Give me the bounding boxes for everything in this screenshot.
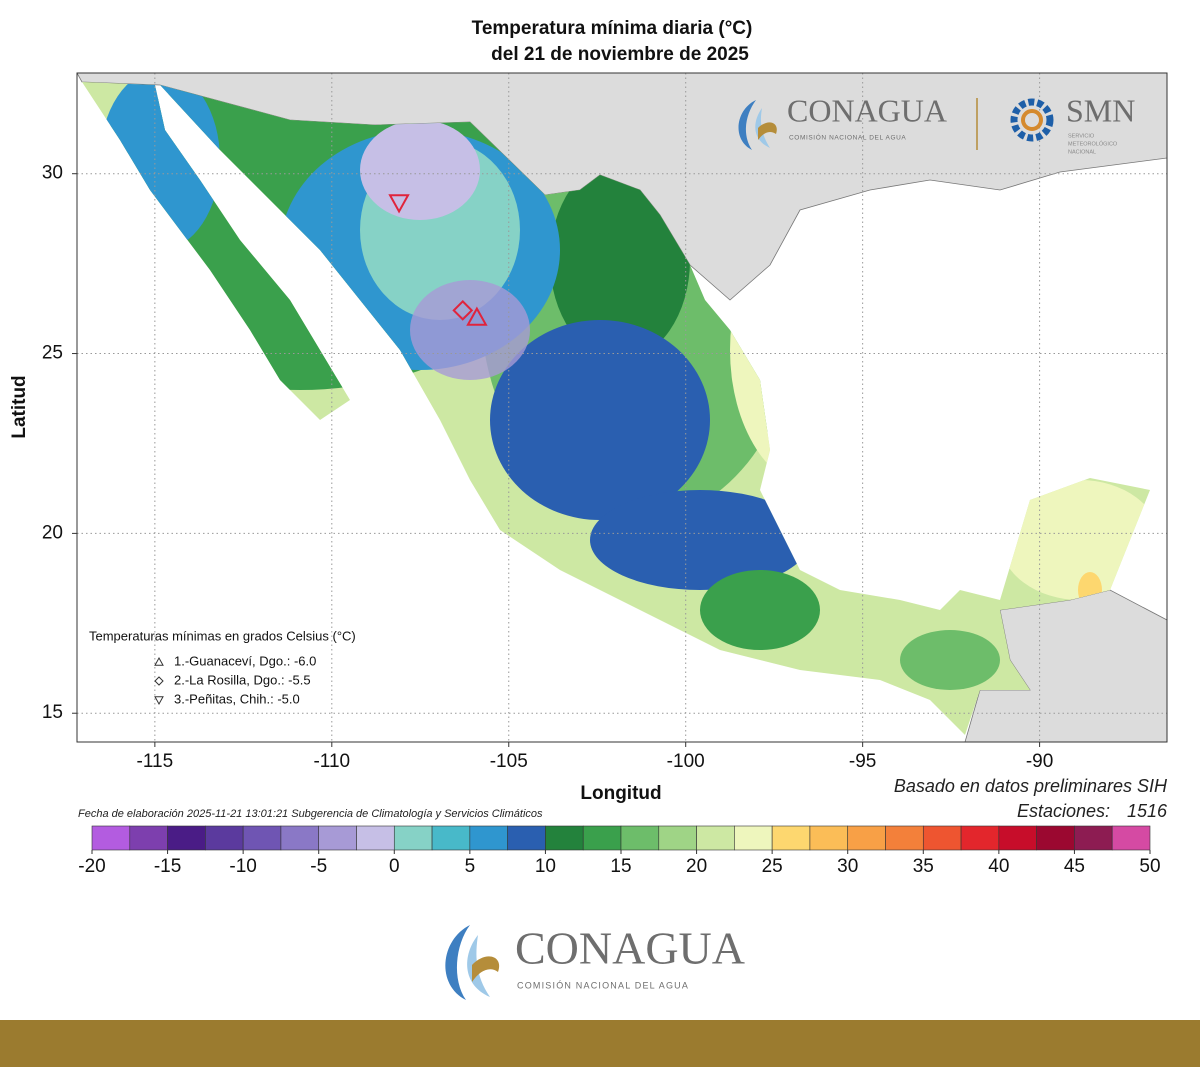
- colorbar-tick-label: 40: [988, 856, 1009, 877]
- stations-count: 1516: [1127, 801, 1168, 821]
- stations: [388, 194, 488, 326]
- colorbar-tick-label: -15: [154, 856, 181, 877]
- colorbar-swatch: [167, 825, 206, 851]
- y-tick-label: 15: [42, 702, 63, 723]
- colorbar-swatch: [734, 825, 773, 851]
- stations-label: Estaciones:: [1017, 801, 1110, 821]
- colorbar-tick-label: 35: [913, 856, 934, 877]
- logo-header: CONAGUA COMISIÓN NACIONAL DEL AGUA SMN S…: [738, 92, 1135, 155]
- station-marker: [466, 306, 488, 326]
- colorbar: -20 -15 -10 -5 0 5 10 15 20 25 30 35 40 45 50: [78, 825, 1161, 877]
- colorbar-swatch: [507, 825, 546, 851]
- legend-marker: [154, 656, 164, 666]
- colorbar-tick-label: 30: [837, 856, 858, 877]
- y-tick-label: 25: [42, 343, 63, 364]
- colorbar-swatch: [658, 825, 697, 851]
- colorbar-swatch: [393, 825, 433, 851]
- colorbar-swatch: [129, 825, 168, 851]
- colorbar-swatch: [582, 825, 622, 851]
- legend-entry: 1.-Guanaceví, Dgo.: -6.0: [174, 653, 316, 668]
- logo-smn-sub: SERVICIO: [1068, 133, 1095, 139]
- legend-entry: 2.-La Rosilla, Dgo.: -5.5: [174, 672, 311, 687]
- colorbar-swatch: [545, 825, 584, 851]
- map-frame: [76, 72, 1168, 743]
- y-tick-label: 30: [42, 163, 63, 184]
- footer-logo: CONAGUA: [515, 923, 745, 974]
- x-tick-label: -100: [667, 751, 705, 772]
- logo-footer: CONAGUA COMISIÓN NACIONAL DEL AGUA: [445, 923, 745, 1000]
- colorbar-tick-label: 25: [762, 856, 783, 877]
- logo-conagua: CONAGUA: [787, 92, 947, 128]
- legend: 1.-Guanaceví, Dgo.: -6.0 2.-La Rosilla, D…: [154, 653, 316, 706]
- colorbar-tick-label: 0: [389, 856, 400, 877]
- colorbar-tick-label: 50: [1139, 856, 1160, 877]
- colorbar-swatch: [998, 825, 1037, 851]
- colorbar-swatch: [696, 825, 735, 851]
- legend-marker: [154, 696, 164, 706]
- x-tick-label: -90: [1026, 751, 1053, 772]
- colorbar-swatch: [469, 825, 508, 851]
- colorbar-swatch: [1036, 825, 1075, 851]
- x-tick-label: -105: [490, 751, 528, 772]
- x-tick-label: -110: [313, 751, 350, 772]
- colorbar-swatch: [620, 825, 660, 851]
- colorbar-swatch: [431, 825, 471, 851]
- colorbar-swatch: [356, 825, 395, 851]
- colorbar-swatch: [809, 825, 849, 851]
- station-marker: [452, 299, 474, 321]
- colorbar-swatch: [280, 825, 320, 851]
- colorbar-tick-label: 10: [535, 856, 556, 877]
- logo-smn-sub: METEOROLÓGICO: [1068, 140, 1118, 147]
- x-axis-label: Longitud: [580, 783, 661, 804]
- colorbar-swatch: [771, 825, 811, 851]
- colorbar-swatch: [1111, 825, 1151, 851]
- colorbar-tick-label: 5: [465, 856, 476, 877]
- footnote: Fecha de elaboración 2025-11-21 13:01:21…: [78, 808, 543, 820]
- y-tick-label: 20: [42, 522, 63, 543]
- colorbar-swatch: [318, 825, 357, 851]
- colorbar-tick-label: -20: [78, 856, 105, 877]
- colorbar-swatch: [847, 825, 886, 851]
- colorbar-swatch: [91, 825, 131, 851]
- legend-entry: 3.-Peñitas, Chih.: -5.0: [174, 691, 300, 706]
- x-tick-label: -95: [849, 751, 876, 772]
- colorbar-swatch: [1074, 825, 1113, 851]
- colorbar-tick-label: 15: [610, 856, 631, 877]
- subtitle: del 21 de noviembre de 2025: [491, 44, 749, 65]
- colorbar-tick-label: -10: [229, 856, 256, 877]
- footer-band: [0, 1020, 1200, 1067]
- x-tick-label: -115: [137, 751, 174, 772]
- colorbar-swatch: [960, 825, 1000, 851]
- colorbar-swatch: [922, 825, 962, 851]
- map: [77, 73, 1167, 742]
- colorbar-swatch: [205, 825, 244, 851]
- logo-conagua-sub: COMISIÓN NACIONAL DEL AGUA: [789, 133, 906, 142]
- y-axis-label: Latitud: [9, 375, 30, 438]
- footer-logo-sub: COMISIÓN NACIONAL DEL AGUA: [517, 980, 689, 990]
- logo-smn: SMN: [1066, 92, 1135, 128]
- colorbar-swatch: [885, 825, 924, 851]
- note: Basado en datos preliminares SIH: [894, 776, 1168, 796]
- legend-title: Temperaturas mínimas en grados Celsius (…: [89, 628, 356, 643]
- colorbar-tick-label: 45: [1064, 856, 1085, 877]
- grid: [77, 73, 1167, 742]
- station-marker: [388, 194, 410, 214]
- logo-smn-sub: NACIONAL: [1068, 149, 1096, 155]
- colorbar-tick-label: -5: [310, 856, 327, 877]
- colorbar-tick-label: 20: [686, 856, 707, 877]
- title: Temperatura mínima diaria (°C): [472, 18, 753, 39]
- legend-marker: [154, 676, 164, 686]
- colorbar-swatch: [242, 825, 282, 851]
